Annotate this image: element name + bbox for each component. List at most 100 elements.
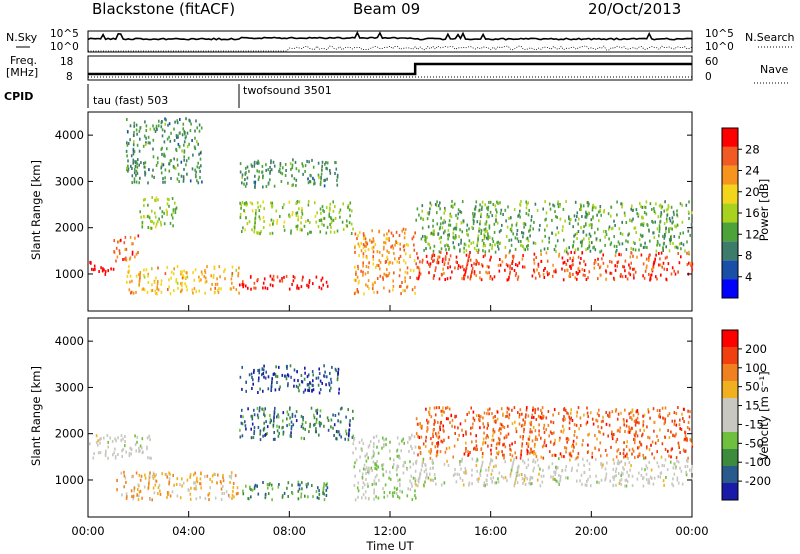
xtick-label: 20:00 <box>575 524 608 538</box>
heatmap-cell <box>581 268 584 271</box>
heatmap-cell <box>488 200 490 204</box>
heatmap-cell <box>531 482 533 486</box>
heatmap-cell <box>611 432 613 436</box>
ytick-label: 4000 <box>55 128 84 142</box>
heatmap-cell <box>608 225 611 229</box>
heatmap-cell <box>414 479 417 483</box>
heatmap-cell <box>522 222 525 226</box>
heatmap-cell <box>143 288 146 292</box>
heatmap-cell <box>339 420 342 424</box>
heatmap-cell <box>676 223 679 227</box>
heatmap-cell <box>604 467 607 471</box>
heatmap-cell <box>327 428 330 432</box>
heatmap-cell <box>302 418 304 422</box>
heatmap-cell <box>495 218 497 222</box>
heatmap-cell <box>91 267 93 271</box>
heatmap-cell <box>439 421 442 425</box>
heatmap-cell <box>289 364 292 368</box>
heatmap-cell <box>583 463 585 467</box>
heatmap-cell <box>253 286 255 290</box>
heatmap-cell <box>183 140 186 144</box>
heatmap-cell <box>454 472 456 476</box>
heatmap-cell <box>195 479 198 483</box>
heatmap-cell <box>551 231 553 235</box>
heatmap-cell <box>172 208 175 212</box>
heatmap-cell <box>278 425 280 429</box>
heatmap-cell <box>566 259 569 263</box>
heatmap-cell <box>372 237 375 241</box>
heatmap-cell <box>641 432 644 436</box>
heatmap-cell <box>475 248 478 252</box>
heatmap-cell <box>406 468 409 471</box>
heatmap-cell <box>213 472 216 476</box>
heatmap-cell <box>470 263 473 267</box>
heatmap-cell <box>254 483 257 487</box>
heatmap-cell <box>232 489 234 493</box>
heatmap-cell <box>471 269 473 273</box>
heatmap-cell <box>295 184 297 187</box>
heatmap-cell <box>357 234 359 238</box>
heatmap-cell <box>104 452 107 456</box>
heatmap-cell <box>125 149 128 153</box>
heatmap-cell <box>618 227 621 231</box>
heatmap-cell <box>157 198 159 202</box>
heatmap-cell <box>598 448 600 452</box>
heatmap-cell <box>128 269 130 273</box>
heatmap-cell <box>271 231 274 235</box>
heatmap-cell <box>282 430 285 434</box>
heatmap-cell <box>675 456 678 460</box>
heatmap-cell <box>501 450 503 454</box>
heatmap-cell <box>487 422 489 425</box>
heatmap-cell <box>516 277 519 281</box>
heatmap-cell <box>626 455 628 459</box>
heatmap-cell <box>399 285 401 288</box>
heatmap-cell <box>590 411 592 415</box>
heatmap-cell <box>300 374 303 377</box>
heatmap-cell <box>271 277 274 281</box>
heatmap-cell <box>279 167 281 171</box>
heatmap-cell <box>489 243 491 247</box>
heatmap-cell <box>558 474 560 477</box>
heatmap-cell <box>688 415 691 419</box>
heatmap-cell <box>297 386 299 390</box>
heatmap-cell <box>483 425 485 429</box>
heatmap-cell <box>132 147 135 151</box>
heatmap-cell <box>413 259 416 263</box>
heatmap-cell <box>375 495 377 499</box>
heatmap-cell <box>419 425 422 429</box>
heatmap-cell <box>643 456 645 460</box>
heatmap-cell <box>379 274 382 278</box>
heatmap-cell <box>396 473 398 477</box>
heatmap-cell <box>448 258 451 262</box>
heatmap-cell <box>651 440 654 444</box>
heatmap-cell <box>321 381 323 385</box>
heatmap-cell <box>581 241 583 245</box>
heatmap-cell <box>617 240 620 244</box>
heatmap-cell <box>518 261 521 265</box>
heatmap-cell <box>642 484 645 488</box>
heatmap-cell <box>254 213 257 217</box>
heatmap-cell <box>307 232 309 236</box>
heatmap-cell <box>313 178 316 182</box>
heatmap-cell <box>574 430 576 434</box>
heatmap-cell <box>688 427 691 431</box>
colorbar-swatch <box>722 279 738 298</box>
heatmap-cell <box>626 470 628 474</box>
heatmap-cell <box>398 454 400 458</box>
heatmap-cell <box>258 376 260 380</box>
heatmap-cell <box>602 415 604 419</box>
heatmap-cell <box>577 271 579 275</box>
heatmap-cell <box>496 210 498 214</box>
heatmap-cell <box>538 228 541 232</box>
heatmap-cell <box>589 234 592 238</box>
heatmap-cell <box>534 408 537 412</box>
heatmap-cell <box>459 265 462 269</box>
heatmap-cell <box>442 257 444 261</box>
heatmap-cell <box>495 456 498 460</box>
heatmap-cell <box>610 205 612 209</box>
heatmap-cell <box>636 255 638 259</box>
heatmap-cell <box>641 234 644 238</box>
heatmap-cell <box>307 373 310 377</box>
colorbar-swatch <box>722 203 738 223</box>
heatmap-cell <box>319 183 322 186</box>
